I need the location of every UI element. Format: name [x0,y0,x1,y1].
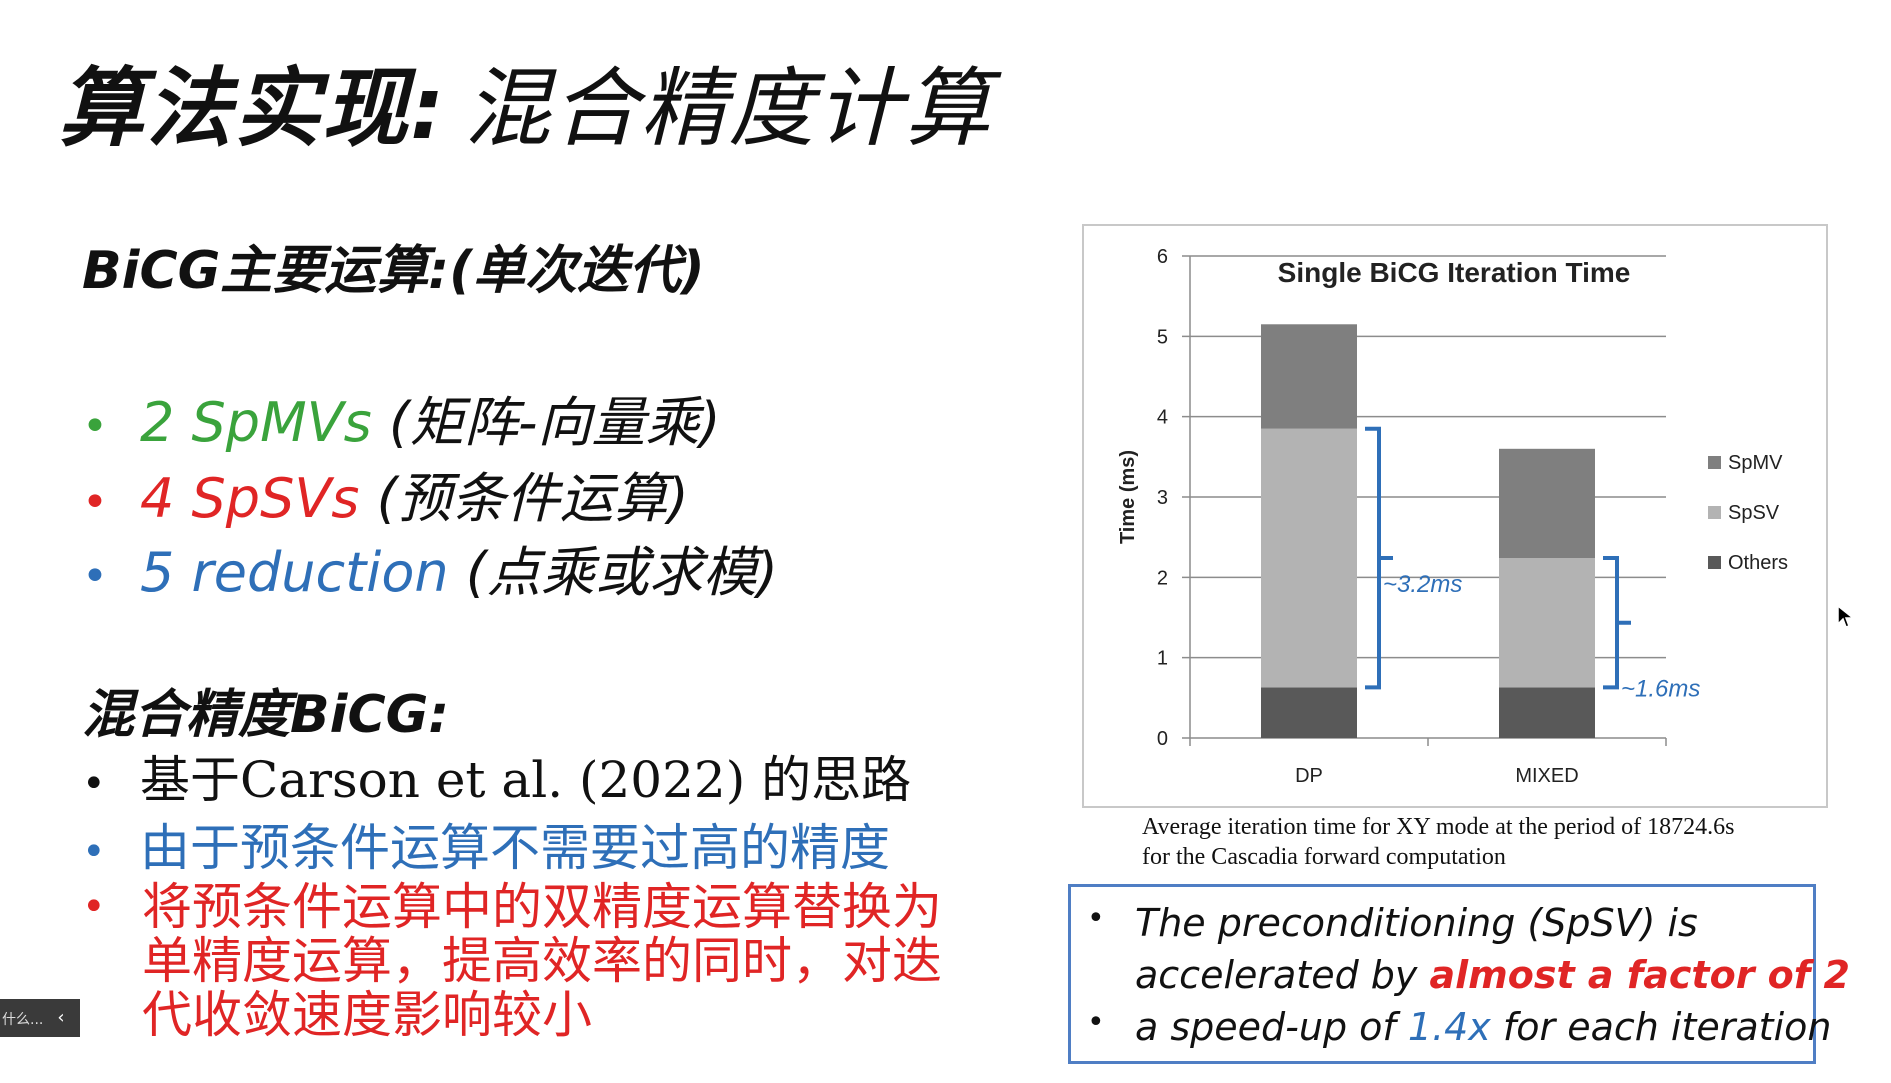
caption-line: Average iteration time for XY mode at th… [1142,814,1735,840]
collapse-icon[interactable]: ‹ [57,1007,65,1028]
bullet-dot: • [82,476,108,528]
summary-emphasis: almost a factor of 2 [1429,953,1850,997]
bracket [1365,426,1393,690]
legend-swatch [1708,556,1721,569]
annotation-label: ~1.6ms [1621,676,1700,703]
title-part-b: 混合精度计算 [464,59,993,159]
y-tick-label: 3 [1157,487,1168,509]
list-item-text: 基于Carson et al. (2022) 的思路 [140,751,912,809]
summary-text: accelerated by [1135,953,1430,997]
summary-line-3: a speed-up of 1.4x for each iteration [1135,1005,1831,1049]
bullet-spsv: • 4 SpSVs (预条件运算) [82,454,689,533]
bar-segment-spmv [1261,324,1357,429]
summary-text: a speed-up of [1135,1005,1408,1049]
legend-label: Others [1728,552,1788,574]
bar-segment-spsv [1499,558,1595,688]
legend-swatch [1708,506,1721,519]
bullet-dot: • [82,884,106,930]
toolbar-label: 什么... [2,1012,44,1028]
y-tick-label: 4 [1157,407,1168,429]
legend-swatch [1708,456,1721,469]
bullet-dot: • [82,550,108,602]
y-tick-label: 0 [1157,728,1168,750]
bullet-main: 5 reduction [140,541,449,604]
bullet-paren: (点乘或求模) [465,541,778,604]
legend-label: SpSV [1728,502,1780,524]
bar-segment-spsv [1261,428,1357,688]
bar-segment-others [1499,687,1595,738]
bullet-reduction: • 5 reduction (点乘或求模) [82,528,778,607]
presenter-toolbar: 什么... ‹ [0,999,80,1037]
title-part-a: 算法实现: [58,59,447,159]
annotation-label: ~3.2ms [1383,571,1462,598]
legend-label: SpMV [1728,452,1783,474]
x-tick-label: MIXED [1515,765,1578,787]
bar-segment-others [1261,687,1357,738]
mouse-cursor-icon [1837,604,1856,628]
bullet-dot: • [82,400,108,452]
list-item-line: 代收敛速度影响较小 [142,986,592,1044]
list-item-carson: • 基于Carson et al. (2022) 的思路 [82,740,911,812]
x-tick-label: DP [1295,765,1323,787]
slide-title: 算法实现: 混合精度计算 [58,38,992,163]
summary-line-2: accelerated by almost a factor of 2 [1135,953,1850,997]
bullet-dot: • [1087,901,1105,936]
y-tick-label: 2 [1157,567,1168,589]
bullet-main: 4 SpSVs [140,467,360,530]
section1-heading: BiCG主要运算:(单次迭代) [82,241,705,301]
bracket [1603,556,1631,690]
y-tick-label: 1 [1157,648,1168,670]
list-item-line: 单精度运算，提高效率的同时，对迭 [142,932,942,990]
bar-segment-spmv [1499,448,1595,559]
summary-box: • The preconditioning (SpSV) is accelera… [1068,884,1850,1064]
stacked-bar-chart: 0 1 2 3 4 5 6 Time (ms) Single BiCG Iteration Ti… [1117,246,1788,787]
bullet-main: 2 SpMVs [140,391,372,454]
bullet-dot: • [1087,1005,1105,1040]
section2-heading: 混合精度BiCG: [82,685,450,745]
chart-caption: Average iteration time for XY mode at th… [1142,812,1822,872]
summary-text: for each iteration [1490,1005,1832,1049]
summary-line-1: The preconditioning (SpSV) is [1135,901,1698,945]
y-axis-label: Time (ms) [1117,450,1139,544]
list-item-precision: • 由于预条件运算不需要过高的精度 [82,808,890,880]
list-item-line: 将预条件运算中的双精度运算替换为 [142,878,942,936]
chart-frame: 0 1 2 3 4 5 6 Time (ms) Single BiCG Iteration Ti… [1082,224,1828,808]
y-tick-label: 5 [1157,326,1168,348]
bullet-paren: (预条件运算) [376,467,689,530]
y-tick-label: 6 [1157,246,1168,268]
bullet-dot: • [82,761,106,807]
chart-title: Single BiCG Iteration Time [1278,257,1631,288]
bullet-spmv: • 2 SpMVs (矩阵-向量乘) [82,378,721,457]
summary-highlight: 1.4x [1407,1005,1491,1049]
list-item-text: 由于预条件运算不需要过高的精度 [140,819,890,877]
caption-line: for the Cascadia forward computation [1142,844,1506,870]
bullet-paren: (矩阵-向量乘) [388,391,721,454]
bullet-dot: • [82,829,106,875]
